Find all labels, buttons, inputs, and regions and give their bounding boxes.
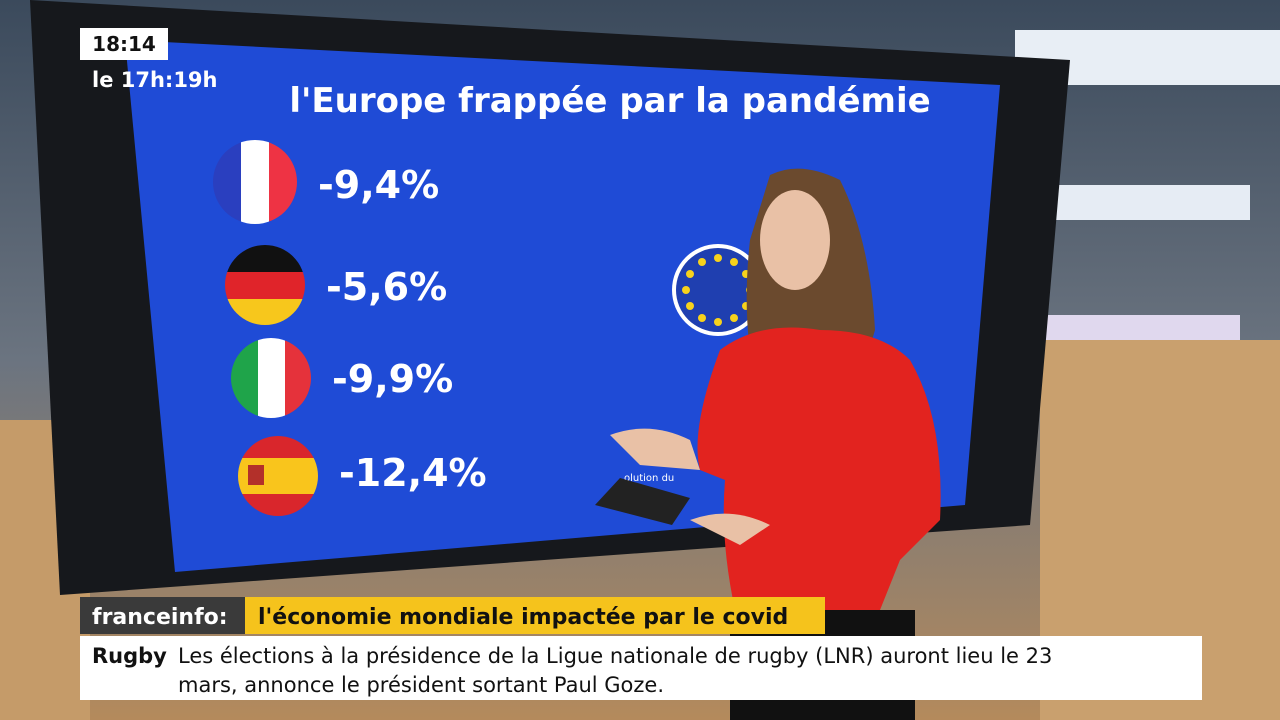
ticker-line: mars, annonce le président sortant Paul … xyxy=(178,673,664,697)
flag-spain xyxy=(238,436,318,516)
brand: franceinfo: xyxy=(92,605,228,630)
ticker-line: Les élections à la présidence de la Ligu… xyxy=(178,644,1052,668)
eu-flag xyxy=(672,244,764,336)
presenter xyxy=(595,168,941,720)
clock-slot: le 17h:19h xyxy=(92,68,218,92)
screen-title: l'Europe frappée par la pandémie xyxy=(289,81,930,121)
value-label: -5,6% xyxy=(326,265,447,309)
light-panel xyxy=(1040,315,1240,340)
brand-box xyxy=(80,597,245,634)
value-label: -12,4% xyxy=(339,451,487,495)
headline: l'économie mondiale impactée par le covi… xyxy=(258,605,788,630)
value-label: -9,9% xyxy=(332,357,453,401)
clock-time: 18:14 xyxy=(92,32,156,56)
value-label: -9,4% xyxy=(318,163,439,207)
ticker-tag: Rugby xyxy=(92,644,167,668)
light-panel xyxy=(1050,185,1250,220)
clock-box xyxy=(80,28,168,60)
flag-france xyxy=(213,140,297,224)
ticker-box xyxy=(80,636,1202,700)
screen-caption: olution du xyxy=(624,473,674,484)
headline-box xyxy=(245,597,825,634)
